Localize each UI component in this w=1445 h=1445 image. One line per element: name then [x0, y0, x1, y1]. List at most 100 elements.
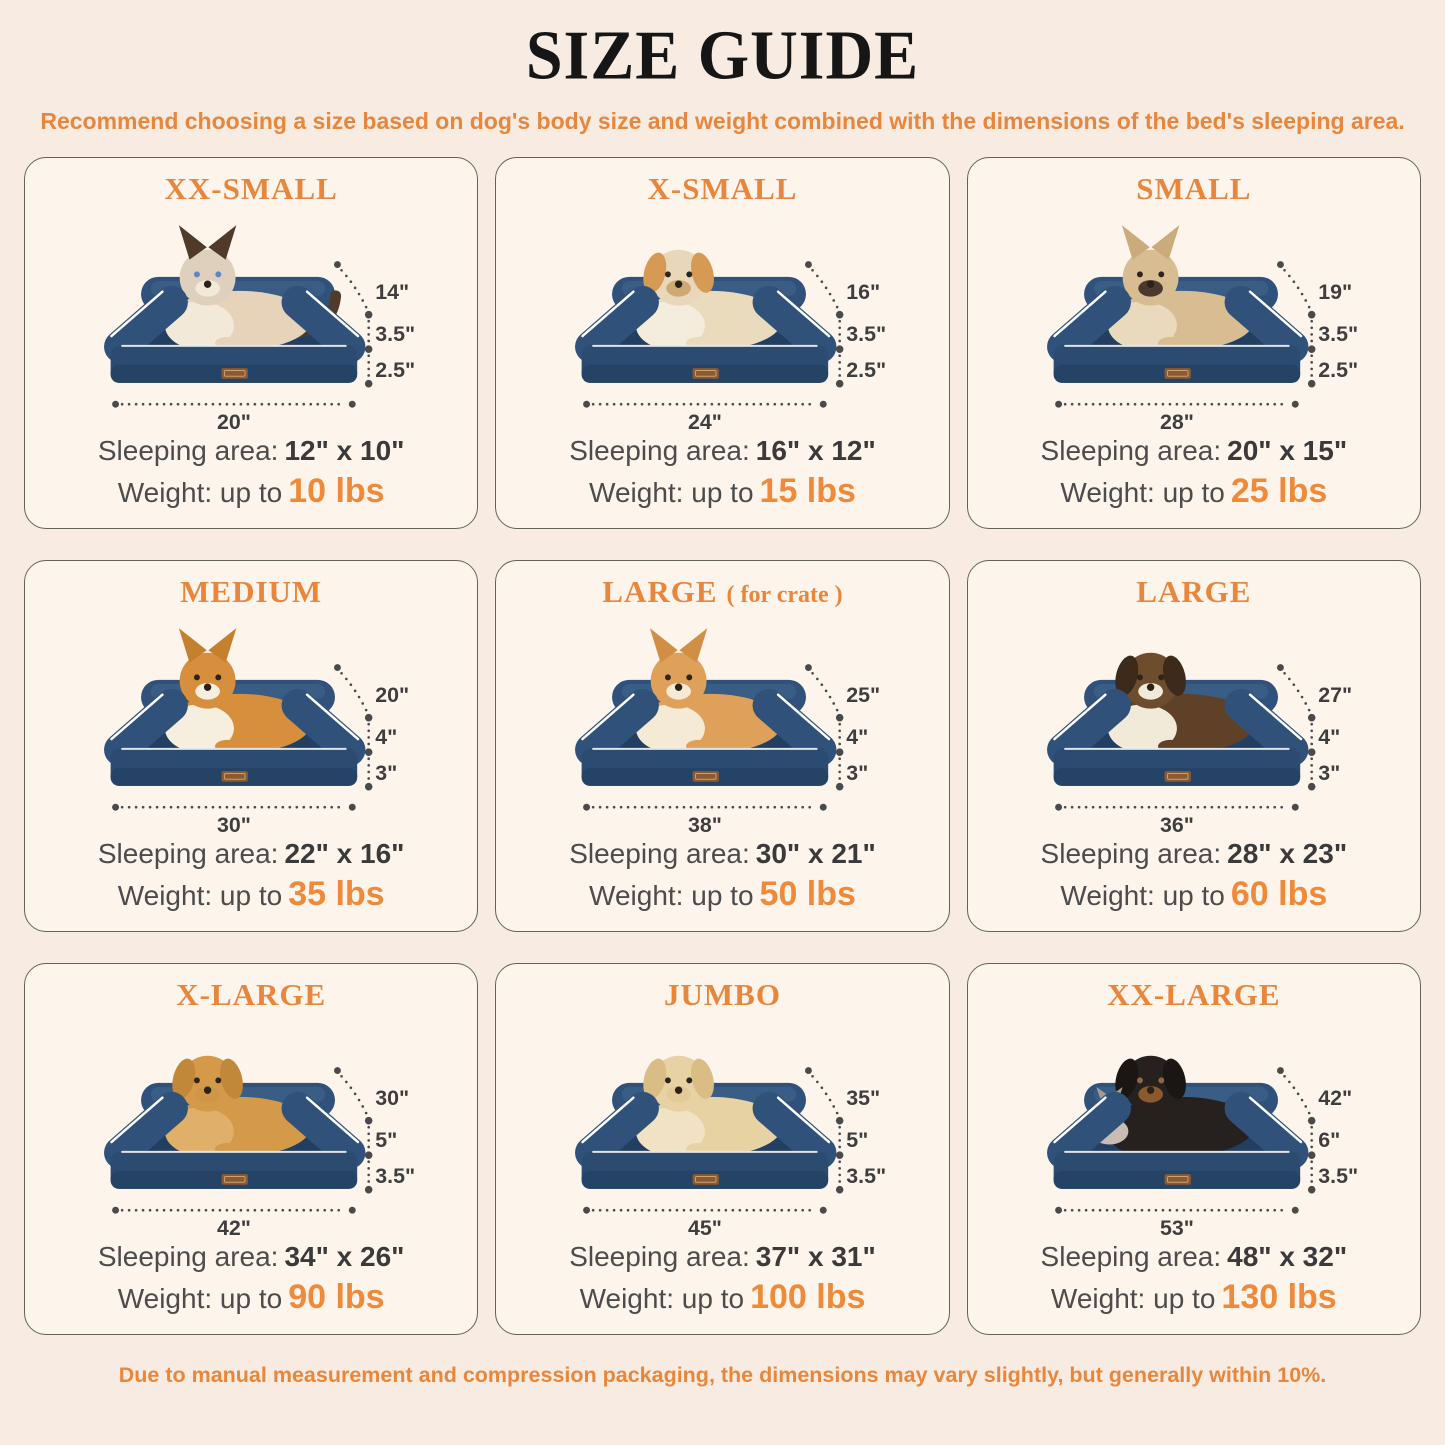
- height-dimension-line: [1282, 268, 1312, 311]
- height-dimension-label: 30": [375, 1086, 409, 1110]
- size-card-xx-small: XX-SMALL 14" 3.5" 2.5": [24, 157, 479, 529]
- weight-line: Weight: up to 60 lbs: [968, 873, 1420, 916]
- brand-tag: [221, 771, 248, 782]
- brand-tag: [1164, 368, 1191, 379]
- brand-tag: [1164, 1174, 1191, 1185]
- sleeping-area-value: 16" x 12": [755, 435, 876, 466]
- height-dimension-line: [1282, 671, 1312, 714]
- bed-left-arm-bolster: [104, 688, 188, 767]
- card-title: LARGE ( for crate ): [496, 574, 948, 610]
- sleeping-area-line: Sleeping area: 34" x 26": [25, 1239, 477, 1274]
- dog-bed-illustration: 14" 3.5" 2.5" 20": [104, 225, 415, 433]
- dimension-annotations: 16" 3.5" 2.5" 24": [583, 261, 886, 433]
- page-subtitle: Recommend choosing a size based on dog's…: [40, 108, 1405, 134]
- sleeping-area-value: 22" x 16": [284, 838, 405, 869]
- sleeping-area-label: Sleeping area:: [97, 435, 279, 466]
- weight-line: Weight: up to 35 lbs: [25, 873, 477, 916]
- width-dimension-label: 42": [217, 1216, 251, 1239]
- bed-right-arm-bolster: [1224, 285, 1309, 364]
- width-dimension-label: 53": [1160, 1216, 1194, 1239]
- bed-right-arm-bolster: [752, 688, 837, 767]
- dog-bed-illustration: 25" 4" 3" 38": [575, 628, 880, 836]
- sleeping-area-label: Sleeping area:: [569, 838, 750, 869]
- height-dimension-line: [811, 1074, 840, 1117]
- lower-thickness-dimension-label: 2.5": [375, 358, 415, 382]
- size-card-jumbo: JUMBO 35" 5" 3.5" 45": [495, 963, 950, 1335]
- weight-label: Weight: up to: [117, 477, 283, 508]
- sleeping-area-label: Sleeping area:: [1040, 838, 1222, 869]
- size-card-large: LARGE 27" 4" 3" 36": [966, 560, 1421, 932]
- bed-left-arm-bolster: [1046, 688, 1131, 767]
- sleeping-area-line: Sleeping area: 37" x 31": [496, 1239, 948, 1274]
- width-dimension-label: 45": [688, 1216, 722, 1239]
- weight-line: Weight: up to 100 lbs: [496, 1276, 948, 1319]
- height-dimension-label: 42": [1318, 1086, 1352, 1110]
- sleeping-area-line: Sleeping area: 28" x 23": [968, 836, 1420, 871]
- card-title: X-LARGE: [25, 977, 477, 1013]
- card-size-name: X-SMALL: [647, 171, 798, 206]
- brand-tag: [692, 1174, 720, 1185]
- width-dimension-label: 38": [688, 813, 722, 836]
- width-dimension-label: 36": [1160, 813, 1194, 836]
- weight-label: Weight: up to: [579, 1283, 745, 1314]
- footer-note: Due to manual measurement and compressio…: [118, 1363, 1327, 1387]
- height-dimension-line: [340, 1074, 369, 1117]
- upper-thickness-dimension-label: 4": [847, 725, 869, 749]
- lower-thickness-dimension-label: 3": [847, 761, 869, 785]
- weight-label: Weight: up to: [589, 477, 754, 508]
- dimension-annotations: 42" 6" 3.5" 53": [1054, 1067, 1358, 1239]
- height-dimension-label: 35": [847, 1086, 881, 1110]
- lower-thickness-dimension-label: 2.5": [847, 358, 887, 382]
- sleeping-area-value: 12" x 10": [284, 435, 405, 466]
- upper-thickness-dimension-label: 5": [847, 1128, 869, 1152]
- weight-line: Weight: up to 10 lbs: [25, 470, 477, 513]
- brand-tag: [221, 368, 248, 379]
- weight-line: Weight: up to 90 lbs: [25, 1276, 477, 1319]
- lower-thickness-dimension-label: 3.5": [1318, 1164, 1358, 1188]
- dog-bed-illustration: 35" 5" 3.5" 45": [575, 1055, 886, 1239]
- size-card-xx-large: XX-LARGE: [966, 963, 1421, 1335]
- lower-thickness-dimension-label: 3": [1318, 761, 1340, 785]
- width-dimension-label: 28": [1160, 410, 1194, 433]
- pet-corgi-illustration: [164, 628, 312, 753]
- size-card-large-for-crate: LARGE ( for crate ) 25" 4" 3": [495, 560, 950, 932]
- dog-bed-illustration: 42" 6" 3.5" 53": [1046, 1055, 1358, 1239]
- page-title: SIZE GUIDE: [525, 16, 920, 95]
- bed-right-arm-bolster: [281, 1091, 366, 1170]
- bed-left-arm-bolster: [104, 1091, 188, 1170]
- width-dimension-label: 30": [217, 813, 251, 836]
- card-size-name-suffix: ( for crate ): [726, 582, 843, 608]
- dog-bed-illustration: 30" 5" 3.5" 42": [104, 1055, 415, 1239]
- upper-thickness-dimension-label: 4": [1318, 725, 1340, 749]
- weight-value: 130 lbs: [1221, 1278, 1337, 1316]
- bed-right-arm-bolster: [1224, 1091, 1309, 1170]
- bed-right-arm-bolster: [752, 1091, 837, 1170]
- card-size-name: XX-LARGE: [1107, 977, 1281, 1012]
- dimension-annotations: 30" 5" 3.5" 42": [112, 1067, 415, 1239]
- card-size-name: JUMBO: [664, 977, 781, 1012]
- height-dimension-label: 20": [375, 683, 409, 707]
- card-title: JUMBO: [496, 977, 948, 1013]
- weight-line: Weight: up to 15 lbs: [496, 470, 948, 513]
- card-size-name: XX-SMALL: [164, 171, 338, 206]
- upper-thickness-dimension-label: 6": [1318, 1128, 1340, 1152]
- height-dimension-line: [811, 268, 840, 311]
- width-dimension-label: 24": [688, 410, 722, 433]
- size-card-small: SMALL 19" 3.5" 2.5" 28": [966, 157, 1421, 529]
- card-title: X-SMALL: [496, 171, 948, 207]
- bed-right-arm-bolster: [1224, 688, 1309, 767]
- height-dimension-label: 27": [1318, 683, 1352, 707]
- card-size-name: SMALL: [1136, 171, 1252, 206]
- weight-label: Weight: up to: [117, 880, 283, 911]
- lower-thickness-dimension-label: 3": [375, 761, 397, 785]
- weight-label: Weight: up to: [117, 1283, 283, 1314]
- weight-label: Weight: up to: [1060, 477, 1225, 508]
- sleeping-area-line: Sleeping area: 16" x 12": [496, 433, 948, 468]
- weight-label: Weight: up to: [1050, 1283, 1216, 1314]
- card-title: MEDIUM: [25, 574, 477, 610]
- bed-left-arm-bolster: [575, 1091, 660, 1170]
- upper-thickness-dimension-label: 4": [375, 725, 397, 749]
- sleeping-area-value: 48" x 32": [1227, 1241, 1348, 1272]
- sleeping-area-label: Sleeping area:: [97, 1241, 279, 1272]
